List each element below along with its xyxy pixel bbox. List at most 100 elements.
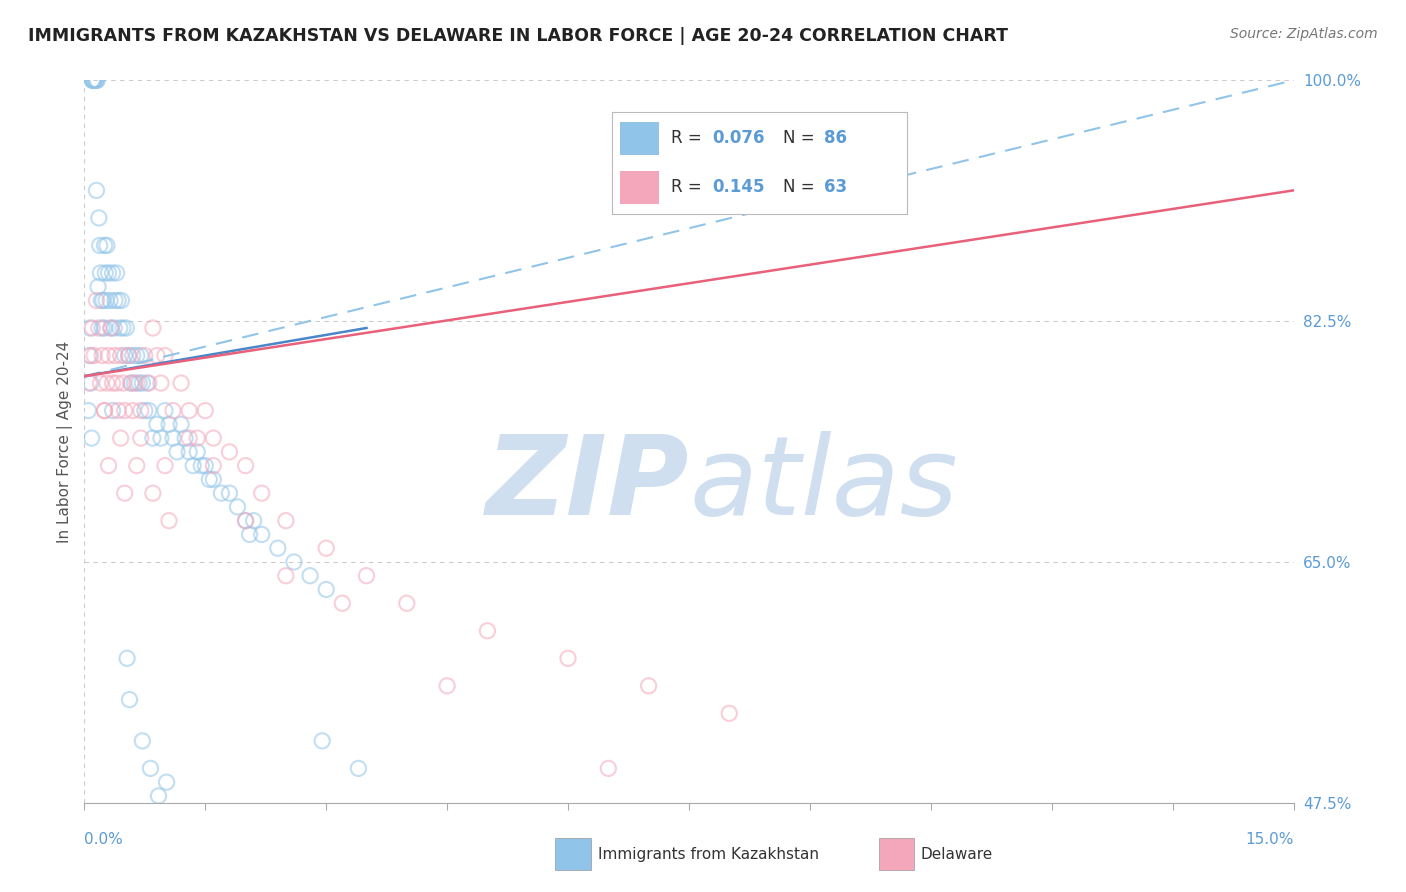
Point <box>170 376 193 390</box>
Point <box>112 321 135 335</box>
Point <box>395 596 418 610</box>
Point <box>89 376 111 390</box>
Text: IMMIGRANTS FROM KAZAKHSTAN VS DELAWARE IN LABOR FORCE | AGE 20-24 CORRELATION CH: IMMIGRANTS FROM KAZAKHSTAN VS DELAWARE I… <box>28 27 1008 45</box>
Point <box>209 486 232 500</box>
Point <box>170 417 193 432</box>
Point <box>118 349 141 363</box>
Point <box>250 527 273 541</box>
Point <box>104 349 127 363</box>
Point <box>82 73 104 87</box>
Point <box>477 624 499 638</box>
Point <box>89 266 111 280</box>
Point <box>142 321 165 335</box>
Point <box>153 403 176 417</box>
Point <box>114 403 136 417</box>
Point <box>138 376 160 390</box>
Point <box>315 541 337 556</box>
Point <box>100 321 122 335</box>
Point <box>136 376 159 390</box>
Point <box>101 403 124 417</box>
Point <box>101 376 124 390</box>
Point <box>87 321 110 335</box>
Point <box>598 761 620 775</box>
Text: Immigrants from Kazakhstan: Immigrants from Kazakhstan <box>598 847 818 862</box>
Point <box>82 73 104 87</box>
Point <box>77 376 100 390</box>
Point <box>138 403 160 417</box>
Point <box>125 349 148 363</box>
Point <box>356 568 378 582</box>
Point <box>250 486 273 500</box>
Point <box>105 266 128 280</box>
Point <box>134 349 156 363</box>
Point <box>129 349 152 363</box>
Point <box>87 211 110 225</box>
Point <box>108 321 131 335</box>
Point <box>274 514 297 528</box>
Point <box>242 514 264 528</box>
Point <box>77 403 100 417</box>
Point <box>142 431 165 445</box>
Point <box>186 431 208 445</box>
Text: 0.145: 0.145 <box>711 178 765 196</box>
Text: N =: N = <box>783 178 820 196</box>
Point <box>89 238 111 252</box>
Point <box>91 293 114 308</box>
Point <box>218 486 240 500</box>
Point <box>77 349 100 363</box>
Point <box>82 73 104 87</box>
Point <box>347 761 370 775</box>
Point <box>82 321 104 335</box>
Point <box>125 376 148 390</box>
Point <box>121 403 143 417</box>
Point <box>93 403 115 417</box>
Point <box>162 431 184 445</box>
Text: 15.0%: 15.0% <box>1246 831 1294 847</box>
Point <box>110 431 132 445</box>
Point <box>100 321 122 335</box>
Point <box>118 349 141 363</box>
Point <box>96 376 118 390</box>
Point <box>90 293 112 308</box>
Point <box>103 321 125 335</box>
Point <box>120 376 142 390</box>
Point <box>129 403 152 417</box>
Point <box>86 73 108 87</box>
Point <box>98 293 121 308</box>
Point <box>124 376 146 390</box>
Point <box>162 403 184 417</box>
Point <box>101 266 124 280</box>
Point <box>637 679 659 693</box>
Text: R =: R = <box>671 129 707 147</box>
Point <box>107 293 129 308</box>
Point <box>93 321 115 335</box>
Point <box>86 183 108 197</box>
Point <box>97 458 120 473</box>
Point <box>148 789 170 803</box>
Point <box>157 514 180 528</box>
Text: atlas: atlas <box>689 432 957 539</box>
Point <box>155 775 177 789</box>
Point <box>436 679 458 693</box>
Point <box>112 376 135 390</box>
Point <box>83 73 105 87</box>
Text: 86: 86 <box>824 129 848 147</box>
Point <box>94 266 117 280</box>
Point <box>125 458 148 473</box>
Point <box>86 73 108 87</box>
Point <box>311 734 333 748</box>
Point <box>179 445 201 459</box>
Point <box>174 431 197 445</box>
Point <box>557 651 579 665</box>
Point <box>149 431 172 445</box>
Point <box>235 514 257 528</box>
Point <box>153 349 176 363</box>
Point <box>121 349 143 363</box>
Point <box>114 486 136 500</box>
Point <box>226 500 249 514</box>
Point <box>194 458 217 473</box>
Point <box>96 238 118 252</box>
Point <box>283 555 305 569</box>
FancyBboxPatch shape <box>620 122 659 154</box>
Point <box>146 349 169 363</box>
